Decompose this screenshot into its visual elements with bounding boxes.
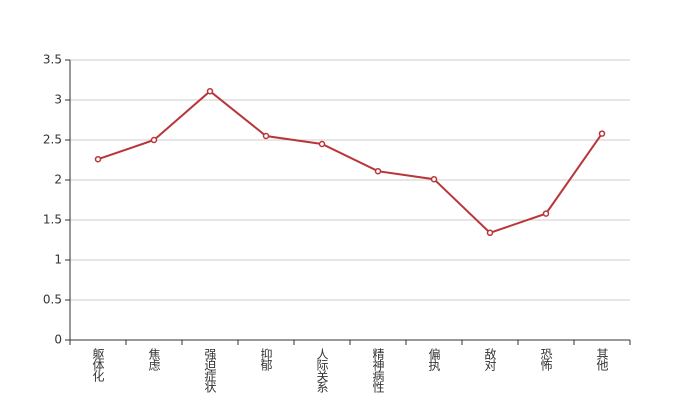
- y-tick-label: 0: [54, 333, 62, 347]
- point: [486, 229, 494, 237]
- point: [374, 167, 382, 175]
- point: [206, 87, 214, 95]
- point: [262, 132, 270, 140]
- point: [598, 130, 606, 137]
- x-tick-label: 抑郁: [259, 347, 273, 372]
- x-tick-label: 人际关系: [315, 348, 329, 393]
- x-tick-label: 敌对: [483, 347, 497, 371]
- y-tick-label: 2: [54, 173, 62, 187]
- point: [318, 140, 326, 148]
- x-tick-label: 精神病性: [371, 348, 385, 394]
- point: [94, 155, 102, 163]
- x-tick-label: 焦虑: [147, 348, 161, 371]
- point: [430, 175, 438, 183]
- y-tick-label: 1: [54, 253, 62, 267]
- x-tick-label: 躯体化: [91, 347, 105, 383]
- y-tick-label: 0.5: [43, 293, 62, 307]
- y-tick-label: 3: [54, 93, 62, 107]
- y-tick-label: 2.5: [43, 133, 62, 147]
- line: [97, 89, 603, 234]
- point: [150, 136, 158, 144]
- y-tick-label: 3.5: [43, 53, 62, 67]
- point: [542, 210, 550, 217]
- x-tick-label: 恐怖: [539, 348, 553, 371]
- x-tick-label: 强迫症状: [203, 348, 217, 393]
- x-tick-label: 其他: [595, 348, 609, 371]
- y-tick-label: 1.5: [43, 213, 62, 227]
- x-tick-label: 偏执: [427, 347, 441, 372]
